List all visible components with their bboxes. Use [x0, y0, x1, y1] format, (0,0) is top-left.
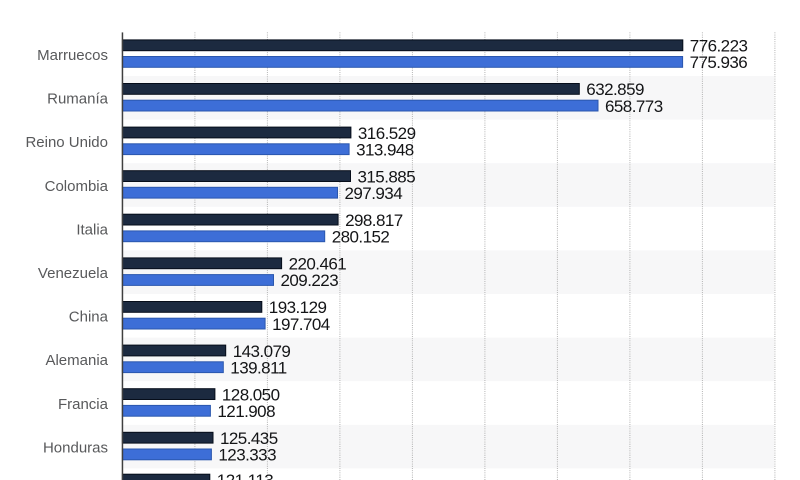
- svg-text:Marruecos: Marruecos: [37, 47, 108, 64]
- svg-text:280.152: 280.152: [332, 228, 390, 247]
- svg-text:121.908: 121.908: [217, 402, 275, 421]
- svg-text:776.223: 776.223: [690, 37, 748, 56]
- svg-text:313.948: 313.948: [356, 141, 414, 160]
- svg-text:125.435: 125.435: [220, 429, 278, 448]
- svg-text:297.934: 297.934: [345, 184, 403, 203]
- svg-text:658.773: 658.773: [605, 97, 663, 116]
- svg-text:Francia: Francia: [58, 396, 109, 413]
- svg-text:193.129: 193.129: [269, 298, 327, 317]
- svg-text:298.817: 298.817: [345, 211, 403, 230]
- svg-text:775.936: 775.936: [690, 53, 748, 72]
- svg-text:128.050: 128.050: [222, 385, 280, 404]
- svg-text:139.811: 139.811: [230, 358, 286, 377]
- svg-text:Honduras: Honduras: [43, 439, 108, 456]
- svg-text:315.885: 315.885: [358, 167, 416, 186]
- svg-text:209.223: 209.223: [281, 271, 339, 290]
- svg-text:Colombia: Colombia: [45, 178, 109, 195]
- svg-text:Alemania: Alemania: [45, 352, 108, 369]
- svg-text:Venezuela: Venezuela: [38, 265, 109, 282]
- svg-text:China: China: [69, 309, 109, 326]
- svg-text:197.704: 197.704: [272, 315, 330, 334]
- svg-text:632.859: 632.859: [586, 80, 644, 99]
- svg-text:Rumanía: Rumanía: [47, 91, 109, 108]
- svg-text:220.461: 220.461: [289, 255, 347, 274]
- svg-text:Italia: Italia: [76, 221, 108, 238]
- svg-text:316.529: 316.529: [358, 124, 416, 143]
- svg-text:123.333: 123.333: [218, 446, 276, 465]
- svg-text:121.113: 121.113: [217, 471, 273, 480]
- svg-text:143.079: 143.079: [233, 342, 291, 361]
- svg-text:Reino Unido: Reino Unido: [25, 134, 108, 151]
